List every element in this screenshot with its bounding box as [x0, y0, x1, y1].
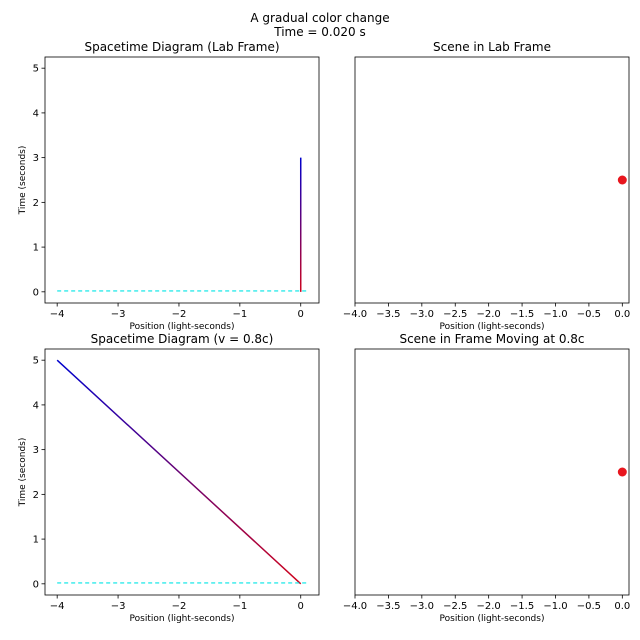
- axes-frame: [354, 56, 630, 304]
- axes-title: Scene in Frame Moving at 0.8c: [399, 332, 584, 346]
- axes-2: Scene in Lab Frame −4.0 −3.5 −3.0 −2.5 −2.0 −1…: [343, 40, 630, 332]
- x-tick-label: 0: [298, 601, 304, 612]
- x-tick-label: −3.0: [410, 601, 434, 612]
- axes-frame: [44, 56, 320, 304]
- x-axis-label: Position (light-seconds): [440, 322, 545, 332]
- y-tick-label: 4: [33, 108, 39, 119]
- y-tick-label: 3: [33, 153, 39, 164]
- axes-frame: [44, 348, 320, 596]
- x-tick-label: −1.5: [510, 601, 534, 612]
- x-tick-label: −1.0: [543, 309, 567, 320]
- suptitle-line-2: Time = 0.020 s: [273, 25, 365, 39]
- x-tick-label: 0: [298, 309, 304, 320]
- y-tick-label: 4: [33, 400, 39, 411]
- x-tick-label: −3: [111, 309, 126, 320]
- x-tick-label: −4: [50, 601, 65, 612]
- x-axis-label: Position (light-seconds): [440, 614, 545, 624]
- axes-3: Spacetime Diagram (v = 0.8c) −4 −3 −2 −1 0 0 1 2…: [18, 332, 320, 624]
- y-tick-label: 5: [33, 64, 39, 75]
- y-axis-label: Time (seconds): [18, 438, 28, 508]
- y-tick-label: 1: [33, 535, 39, 546]
- y-tick-label: 2: [33, 198, 39, 209]
- y-tick-label: 0: [33, 287, 39, 298]
- x-tick-label: −3: [111, 601, 126, 612]
- axes-title: Scene in Lab Frame: [433, 40, 551, 54]
- axes-title: Spacetime Diagram (Lab Frame): [84, 40, 279, 54]
- x-tick-label: −2.0: [477, 309, 501, 320]
- x-axis-label: Position (light-seconds): [130, 614, 235, 624]
- x-tick-label: −0.5: [577, 309, 601, 320]
- x-tick-label: −1.0: [543, 601, 567, 612]
- axes-frame: [354, 348, 630, 596]
- object-dot: [617, 467, 627, 477]
- x-tick-label: −4.0: [343, 601, 367, 612]
- y-tick-label: 5: [33, 356, 39, 367]
- x-tick-label: −2.5: [443, 601, 467, 612]
- y-tick-label: 0: [33, 579, 39, 590]
- x-tick-label: 0.0: [614, 309, 630, 320]
- x-axis-label: Position (light-seconds): [130, 322, 235, 332]
- x-tick-label: −2.5: [443, 309, 467, 320]
- x-tick-label: −3.0: [410, 309, 434, 320]
- axes-title: Spacetime Diagram (v = 0.8c): [91, 332, 274, 346]
- axes-4: Scene in Frame Moving at 0.8c −4.0 −3.5 −3.…: [343, 332, 630, 624]
- y-tick-label: 2: [33, 490, 39, 501]
- x-tick-label: −4.0: [343, 309, 367, 320]
- worldline: [56, 359, 302, 585]
- x-tick-label: −2: [172, 309, 187, 320]
- x-tick-label: −1.5: [510, 309, 534, 320]
- axes-1: Spacetime Diagram (Lab Frame) −4 −3 −2 −1 0 0 1…: [18, 40, 320, 332]
- x-tick-label: 0.0: [614, 601, 630, 612]
- x-tick-label: −4: [50, 309, 65, 320]
- x-tick-label: −0.5: [577, 601, 601, 612]
- x-tick-label: −1: [232, 309, 247, 320]
- x-tick-label: −2.0: [477, 601, 501, 612]
- y-axis-label: Time (seconds): [18, 146, 28, 216]
- y-tick-label: 1: [33, 243, 39, 254]
- suptitle-line-1: A gradual color change: [250, 11, 389, 25]
- x-tick-label: −2: [172, 601, 187, 612]
- object-dot: [617, 175, 627, 185]
- x-tick-label: −3.5: [376, 309, 400, 320]
- x-tick-label: −1: [232, 601, 247, 612]
- x-tick-label: −3.5: [376, 601, 400, 612]
- y-tick-label: 3: [33, 445, 39, 456]
